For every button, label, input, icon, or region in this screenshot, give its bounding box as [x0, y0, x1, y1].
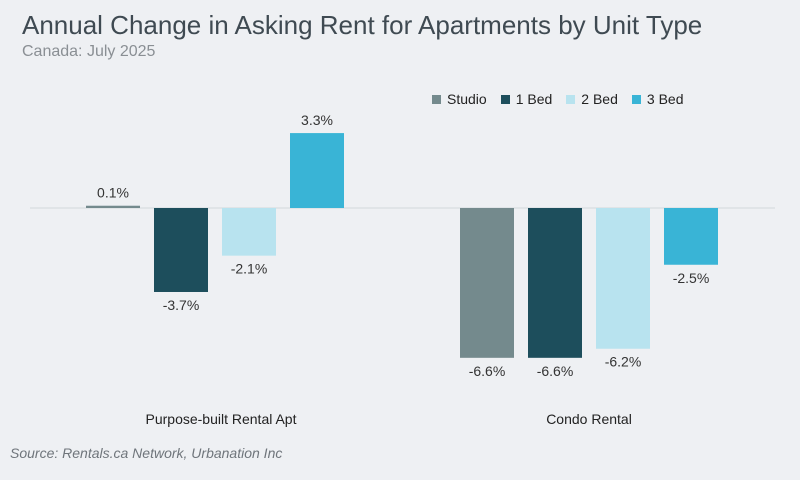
- legend-swatch: [566, 94, 576, 104]
- data-label: -2.5%: [673, 270, 710, 286]
- bar: [596, 208, 650, 349]
- bar: [222, 208, 276, 256]
- bar: [86, 205, 140, 208]
- bar: [664, 208, 718, 265]
- legend-item: Studio: [432, 91, 487, 107]
- category-label: Condo Rental: [546, 411, 632, 427]
- data-label: -3.7%: [163, 297, 200, 313]
- legend-label: 1 Bed: [515, 91, 553, 107]
- data-label: -6.6%: [469, 363, 506, 379]
- legend-swatch: [500, 94, 510, 104]
- bar: [154, 208, 208, 292]
- data-label: -6.6%: [537, 363, 574, 379]
- bar: [460, 208, 514, 358]
- legend-item: 2 Bed: [566, 91, 618, 107]
- chart-legend: Studio 1 Bed 2 Bed 3 Bed: [432, 91, 683, 107]
- legend-swatch: [432, 94, 441, 104]
- data-label: -2.1%: [231, 261, 268, 277]
- chart-title: Annual Change in Asking Rent for Apartme…: [22, 10, 703, 40]
- data-label: 3.3%: [301, 112, 333, 128]
- legend-label: 2 Bed: [581, 91, 618, 107]
- legend-label: Studio: [447, 91, 487, 107]
- bar: [528, 208, 582, 358]
- legend-label: 3 Bed: [646, 91, 684, 107]
- bar: [290, 133, 344, 208]
- data-label: 0.1%: [97, 185, 129, 201]
- legend-item: 1 Bed: [500, 91, 553, 107]
- category-label: Purpose-built Rental Apt: [146, 411, 297, 427]
- legend-item: 3 Bed: [631, 91, 684, 107]
- legend-swatch: [631, 94, 641, 104]
- chart-subtitle: Canada: July 2025: [22, 43, 156, 60]
- data-label: -6.2%: [605, 354, 642, 370]
- source-note: Source: Rentals.ca Network, Urbanation I…: [10, 445, 283, 461]
